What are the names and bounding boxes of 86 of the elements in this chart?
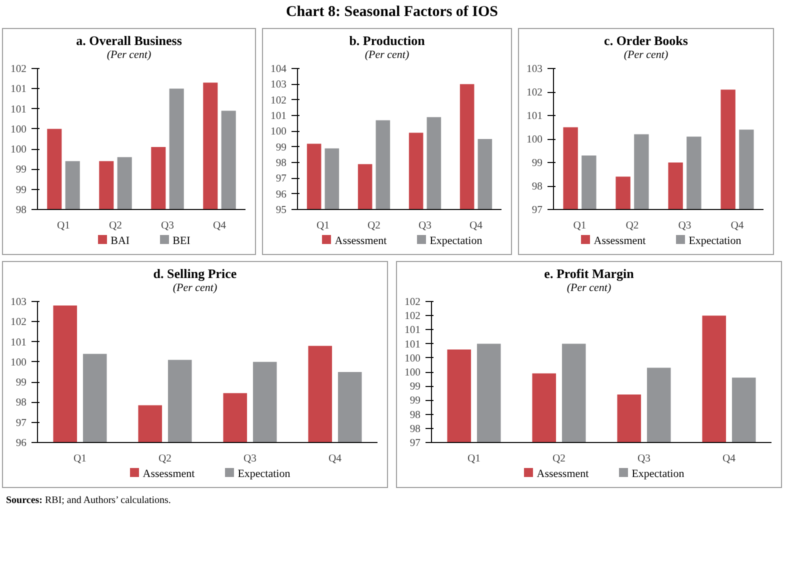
y-tick-label: 99 <box>410 396 420 407</box>
y-tick-label: 102 <box>10 317 26 328</box>
y-tick-label: 102 <box>404 297 420 308</box>
legend-label: Assessment <box>536 468 589 480</box>
y-tick-label: 100 <box>526 134 542 146</box>
y-tick-label: 100 <box>404 368 420 378</box>
x-tick-label: Q4 <box>212 220 227 232</box>
y-tick-label: 102 <box>270 95 286 106</box>
x-tick-label: Q1 <box>467 454 481 464</box>
y-tick-label: 99 <box>410 382 420 393</box>
x-tick-label: Q3 <box>678 220 692 232</box>
y-tick-label: 96 <box>276 189 288 200</box>
y-tick-label: 103 <box>526 64 542 75</box>
y-tick-label: 101 <box>10 337 26 348</box>
x-tick-label: Q2 <box>626 220 639 232</box>
chart-title: b. Production <box>349 32 425 50</box>
y-tick-label: 99 <box>532 158 542 169</box>
legend-label: Assessment <box>334 235 387 247</box>
x-tick-label: Q4 <box>722 454 736 464</box>
y-tick-label: 98 <box>410 424 420 435</box>
y-tick-label: 100 <box>10 124 26 136</box>
chart-subtitle: (Per cent) <box>172 281 218 296</box>
x-tick-label: Q2 <box>158 454 172 464</box>
y-tick-label: 101 <box>10 104 26 116</box>
y-tick-label: 101 <box>404 339 420 350</box>
y-tick-label: 101 <box>10 84 26 96</box>
y-tick-label: 98 <box>16 205 26 216</box>
chart-title: e. Profit Margin <box>544 265 634 283</box>
y-tick-label: 100 <box>270 126 286 138</box>
y-tick-label: 98 <box>410 410 420 421</box>
x-tick-label: Q4 <box>469 220 484 232</box>
x-tick-label: Q1 <box>573 220 586 232</box>
y-tick-label: 100 <box>404 353 420 364</box>
y-tick-label: 99 <box>276 142 286 154</box>
legend-label: Expectation <box>238 468 290 480</box>
x-tick-label: Q2 <box>108 220 122 232</box>
x-tick-label: Q2 <box>552 454 566 464</box>
y-tick-label: 99 <box>16 164 26 176</box>
x-tick-label: Q1 <box>56 220 70 232</box>
y-tick-label: 102 <box>526 88 542 98</box>
y-tick-label: 103 <box>270 80 286 91</box>
x-tick-label: Q4 <box>328 454 342 464</box>
chart-title: c. Order Books <box>604 32 688 50</box>
legend-label: Assessment <box>142 468 195 480</box>
legend-label: Assessment <box>594 235 646 247</box>
x-tick-label: Q1 <box>316 220 330 232</box>
y-tick-label: 101 <box>270 111 286 122</box>
x-tick-label: Q4 <box>730 220 744 232</box>
x-tick-label: Q3 <box>637 454 651 464</box>
chart-subtitle: (Per cent) <box>364 48 410 63</box>
y-tick-label: 98 <box>16 398 26 409</box>
y-tick-label: 98 <box>276 158 286 169</box>
y-tick-label: 97 <box>410 438 422 449</box>
y-tick-label: 99 <box>16 378 26 389</box>
y-tick-label: 97 <box>16 418 28 429</box>
x-tick-label: Q3 <box>243 454 257 464</box>
legend-label: Expectation <box>632 468 684 480</box>
legend-label: Expectation <box>688 235 742 247</box>
y-tick-label: 97 <box>532 205 544 216</box>
chart-title: a. Overall Business <box>76 32 182 50</box>
y-tick-label: 97 <box>276 174 288 185</box>
chart-subtitle: (Per cent) <box>566 281 612 296</box>
chart-subtitle: (Per cent) <box>106 48 152 63</box>
y-tick-label: 96 <box>16 438 28 449</box>
x-tick-label: Q3 <box>160 220 174 232</box>
y-tick-label: 101 <box>404 325 420 336</box>
y-tick-label: 101 <box>526 111 542 122</box>
chart-subtitle: (Per cent) <box>624 48 668 63</box>
source-note: Sources: RBI; and Authors’ calculations. <box>6 494 171 508</box>
y-tick-label: 99 <box>16 184 26 196</box>
legend-label: Expectation <box>430 235 482 247</box>
x-tick-label: Q1 <box>73 454 87 464</box>
chart-title: d. Selling Price <box>153 265 237 283</box>
y-tick-label: 98 <box>532 182 542 192</box>
legend-label: BAI <box>110 235 130 247</box>
y-tick-label: 100 <box>10 144 26 156</box>
y-tick-label: 102 <box>404 311 420 322</box>
y-tick-label: 95 <box>276 205 286 216</box>
caption: Chart 8: Seasonal Factors of IOS <box>286 3 498 22</box>
y-tick-label: 100 <box>10 357 26 368</box>
y-tick-label: 104 <box>270 64 288 75</box>
legend-label: BEI <box>172 235 190 247</box>
x-tick-label: Q2 <box>367 220 381 232</box>
y-tick-label: 103 <box>10 297 26 308</box>
x-tick-label: Q3 <box>418 220 432 232</box>
y-tick-label: 102 <box>10 64 26 75</box>
